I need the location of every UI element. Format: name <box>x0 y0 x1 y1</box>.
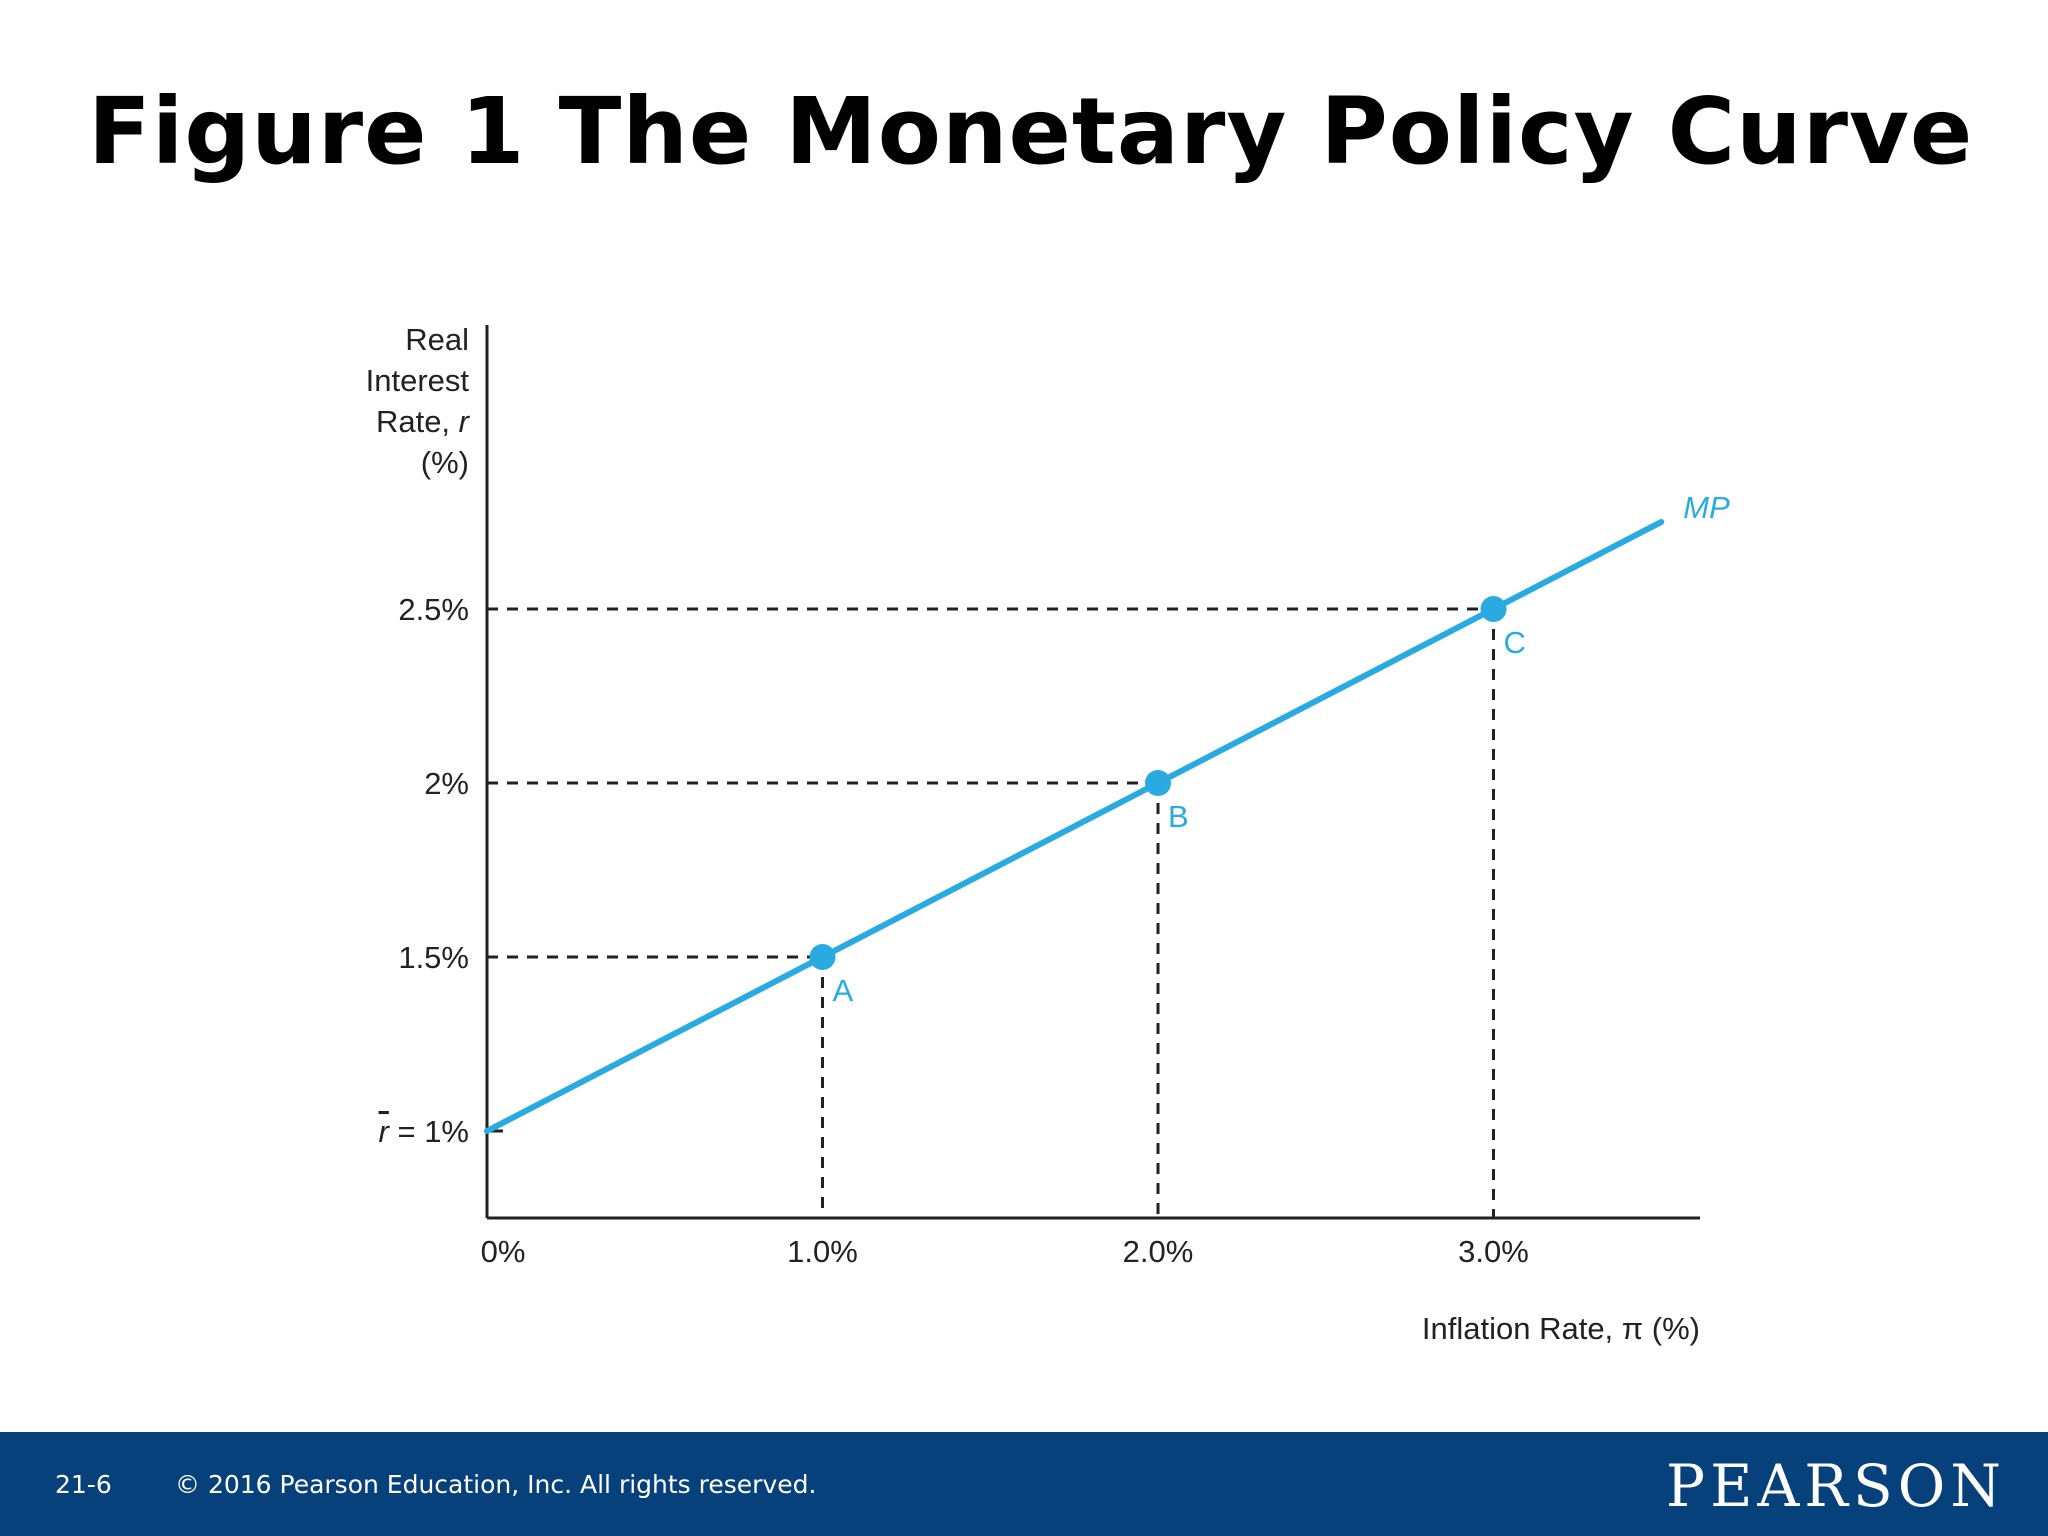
point-label-a: A <box>833 973 854 1008</box>
y-axis-title-line-2: Rate, r <box>376 404 471 439</box>
x-axis-title: Inflation Rate, π (%) <box>1422 1311 1700 1346</box>
slide-title: Figure 1 The Monetary Policy Curve <box>88 78 1974 185</box>
r-bar-symbol: r <box>379 1114 391 1149</box>
y-tick-label-3: 2.5% <box>398 592 469 627</box>
y-tick-label-2: 2% <box>424 766 469 801</box>
x-tick-label-0: 0% <box>481 1234 526 1269</box>
y-axis-title-line-1: Interest <box>366 363 470 398</box>
x-tick-label-1: 1.0% <box>787 1234 858 1269</box>
r-symbol: r <box>459 404 471 439</box>
point-label-c: C <box>1504 625 1526 660</box>
point-b <box>1145 770 1171 796</box>
mp-curve-label: MP <box>1683 490 1730 525</box>
x-tick-label-3: 3.0% <box>1458 1234 1529 1269</box>
y-axis-title-line-0: Real <box>405 322 469 357</box>
point-a <box>809 944 836 970</box>
slide-number: 21-6 <box>55 1470 112 1499</box>
r-bar-value: = 1% <box>389 1114 469 1149</box>
pearson-logo: PEARSON <box>1666 1452 2006 1520</box>
chart-layer: 0% 1.0% 2.0% 3.0% r = 1% 1.5% 2% 2.5% Real Intere… <box>366 322 1730 1346</box>
footer: 21-6 © 2016 Pearson Education, Inc. All … <box>0 1432 2048 1536</box>
copyright-text: © 2016 Pearson Education, Inc. All right… <box>175 1470 817 1499</box>
mp-curve <box>484 519 1665 1134</box>
y-axis-title-line-3: (%) <box>421 445 469 480</box>
y-tick-label-0: r = 1% <box>379 1114 469 1149</box>
x-tick-label-2: 2.0% <box>1123 1234 1194 1269</box>
y-tick-label-1: 1.5% <box>398 940 469 975</box>
mp-chart: 0% 1.0% 2.0% 3.0% r = 1% 1.5% 2% 2.5% Real Intere… <box>366 322 1730 1346</box>
point-c <box>1480 596 1507 622</box>
point-label-b: B <box>1168 799 1189 834</box>
